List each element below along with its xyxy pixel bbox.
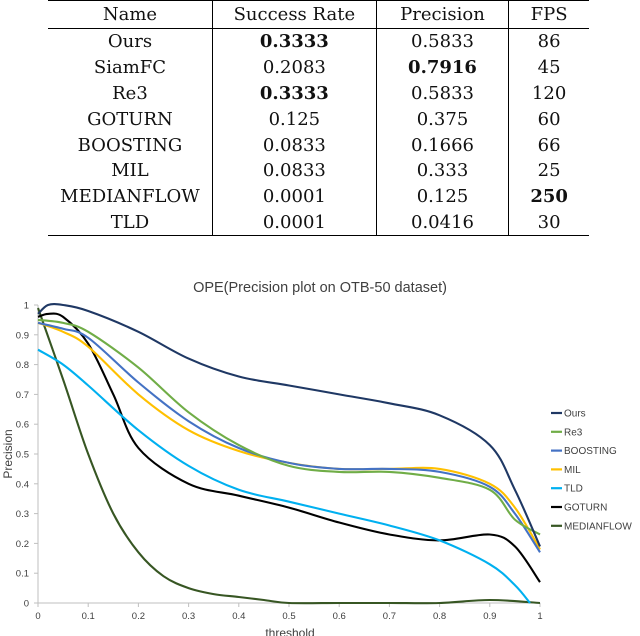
table-row: MEDIANFLOW 0.0001 0.125 250 [48, 183, 589, 210]
results-table: Name Success Rate Precision FPS Ours 0.33… [48, 0, 589, 236]
legend-label-boosting: BOOSTING [564, 446, 617, 457]
cell-fps: 45 [508, 54, 589, 81]
y-tick-label: 0.2 [16, 539, 29, 550]
table-row: Ours 0.3333 0.5833 86 [48, 28, 589, 55]
y-tick-label: 0.7 [16, 390, 29, 401]
cell-success-rate: 0.125 [211, 106, 377, 133]
y-tick-label: 0 [24, 599, 29, 610]
cell-name: MEDIANFLOW [60, 186, 200, 208]
plot-grid [34, 304, 541, 607]
cell-fps: 250 [508, 183, 589, 210]
x-tick-label: 1 [537, 611, 542, 622]
cell-precision: 0.1666 [375, 132, 509, 158]
x-tick-label: 0.3 [182, 611, 195, 622]
x-tick-label: 0.2 [132, 611, 145, 622]
cell-success-rate: 0.0001 [211, 209, 377, 236]
y-tick-label: 1 [24, 301, 29, 312]
table-row: BOOSTING 0.0833 0.1666 66 [48, 132, 589, 158]
y-tick-label: 0.6 [16, 420, 29, 431]
legend-label-medianflow: MEDIANFLOW [564, 521, 632, 532]
cell-name: GOTURN [87, 108, 173, 130]
series-line-tld [37, 348, 531, 604]
x-tick-label: 0.1 [82, 611, 95, 622]
cell-success-rate: 0.3333 [211, 28, 377, 55]
cell-name: TLD [110, 211, 150, 233]
results-table-wrapper: Name Success Rate Precision FPS Ours 0.33… [48, 0, 589, 236]
legend-label-re3: Re3 [564, 427, 583, 438]
cell-name: SiamFC [93, 57, 167, 79]
y-tick-label: 0.5 [16, 450, 29, 461]
plot-axes: 0 0.1 0.2 0.3 0.4 0.5 0.6 0.7 0.8 0.9 1 0 0.1 0.2 0.3 0… [16, 301, 543, 623]
cell-precision: 0.375 [375, 106, 509, 133]
series-line-boosting [37, 321, 541, 553]
x-tick-label: 0.7 [383, 611, 396, 622]
cell-fps: 30 [508, 209, 589, 236]
cell-name: Ours [107, 31, 153, 53]
chart-title: OPE(Precision plot on OTB-50 dataset) [193, 280, 447, 296]
precision-plot: OPE(Precision plot on OTB-50 dataset) 00… [1, 280, 632, 636]
cell-success-rate: 0.0001 [211, 183, 377, 210]
plot-series [37, 303, 541, 605]
table-row: SiamFC 0.2083 0.7916 45 [48, 54, 589, 81]
chart-legend: Ours Re3 BOOSTING MIL TLD GOTURN MEDIANFLOW [551, 409, 632, 532]
cell-fps: 60 [508, 106, 589, 133]
header-fps: FPS [508, 0, 589, 29]
series-line-re3 [37, 318, 541, 536]
cell-name: BOOSTING [77, 134, 183, 156]
series-line-goturn [37, 312, 541, 583]
cell-name: MIL [111, 160, 149, 182]
cell-precision: 0.333 [375, 157, 509, 184]
x-axis-label: threshold [265, 626, 314, 636]
table-row: MIL 0.0833 0.333 25 [48, 157, 589, 184]
x-tick-label: 0.6 [333, 611, 346, 622]
cell-precision: 0.5833 [375, 28, 509, 55]
table-header-row: Name Success Rate Precision FPS [48, 0, 589, 29]
y-tick-label: 0.9 [16, 330, 29, 341]
cell-name: Re3 [112, 82, 148, 104]
x-tick-label: 0.5 [282, 611, 295, 622]
cell-precision: 0.5833 [375, 80, 509, 107]
cell-precision: 0.7916 [375, 54, 509, 81]
table-body: Ours 0.3333 0.5833 86 SiamFC 0.2083 0.7916 45 Re… [48, 28, 589, 236]
cell-success-rate: 0.3333 [211, 80, 377, 107]
cell-success-rate: 0.0833 [211, 132, 377, 158]
series-line-medianflow [37, 307, 541, 605]
y-axis-label: Precision [1, 429, 15, 478]
table-row: Re3 0.3333 0.5833 120 [48, 80, 589, 107]
series-line-ours [37, 303, 541, 547]
cell-success-rate: 0.2083 [211, 54, 377, 81]
x-tick-label: 0.9 [483, 611, 496, 622]
cell-precision: 0.125 [375, 183, 509, 210]
legend-label-tld: TLD [564, 484, 583, 495]
x-tick-label: 0.4 [232, 611, 245, 622]
y-tick-label: 0.4 [16, 479, 29, 490]
y-tick-label: 0.8 [16, 360, 29, 371]
cell-fps: 25 [508, 157, 589, 184]
cell-fps: 120 [508, 80, 589, 107]
x-tick-label: 0.8 [433, 611, 446, 622]
cell-fps: 86 [508, 28, 589, 55]
table-row: GOTURN 0.125 0.375 60 [48, 106, 589, 133]
cell-fps: 66 [508, 132, 589, 158]
legend-label-ours: Ours [564, 409, 586, 420]
cell-precision: 0.0416 [375, 209, 509, 236]
legend-label-mil: MIL [564, 465, 581, 476]
x-tick-label: 0 [35, 611, 40, 622]
legend-label-goturn: GOTURN [564, 503, 607, 514]
y-tick-label: 0.1 [16, 569, 29, 580]
header-success-rate: Success Rate [211, 0, 377, 29]
header-name: Name [102, 4, 158, 25]
y-tick-label: 0.3 [16, 509, 29, 520]
cell-success-rate: 0.0833 [211, 157, 377, 184]
table-row: TLD 0.0001 0.0416 30 [48, 209, 589, 236]
header-precision: Precision [375, 0, 509, 29]
